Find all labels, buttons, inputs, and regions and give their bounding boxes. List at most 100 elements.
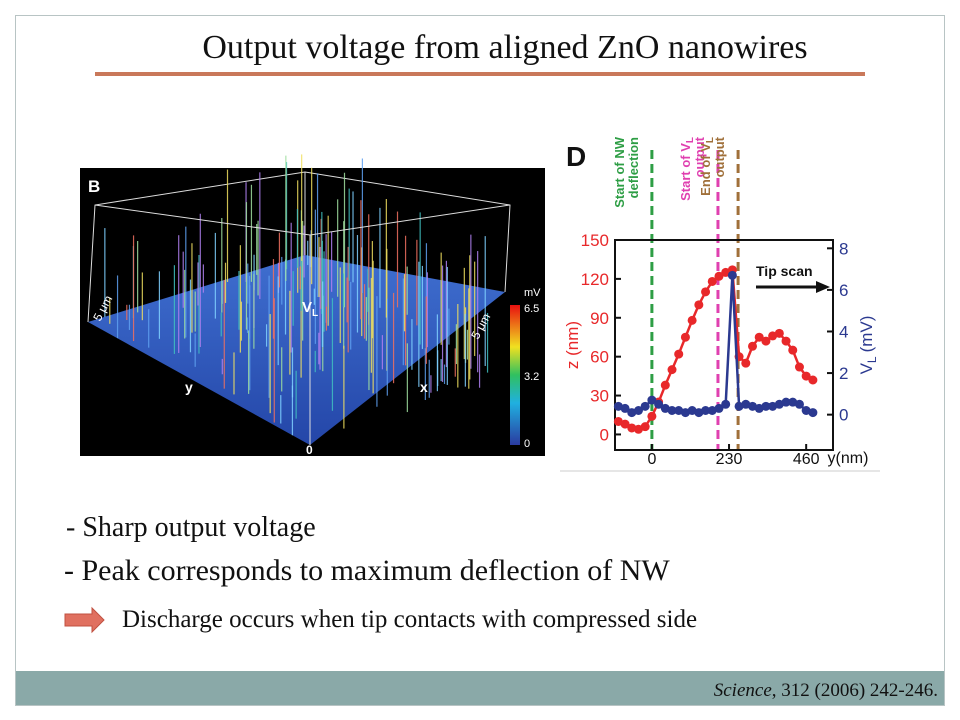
marker-label: Start of VL <box>678 137 696 201</box>
marker-label-sub: L <box>705 137 716 143</box>
data-point <box>794 399 804 409</box>
arrow-icon <box>64 606 105 634</box>
data-point <box>627 423 637 433</box>
marker-label: End of VL <box>698 137 716 196</box>
x-tick-label: 230 <box>716 451 743 468</box>
data-point <box>667 365 677 375</box>
x-tick-label: 0 <box>647 451 656 468</box>
data-point <box>680 332 690 342</box>
y2-tick-label: 4 <box>839 322 848 341</box>
data-point <box>761 401 771 411</box>
vl-main: V <box>302 299 312 316</box>
data-point <box>701 405 711 415</box>
data-point <box>761 336 771 346</box>
annotation: Tip scan <box>756 263 813 279</box>
marker-label-line: deflection <box>626 137 641 198</box>
data-point <box>647 411 657 421</box>
panel-label: B <box>88 177 100 196</box>
data-point <box>721 399 731 409</box>
data-point <box>714 271 724 281</box>
footer-band <box>16 671 944 705</box>
x-tick-label: 460 <box>793 451 820 468</box>
y2-label-sub: L <box>865 356 879 363</box>
bullet: - Sharp output voltage <box>66 512 316 543</box>
marker-label-sub: L <box>685 137 696 143</box>
y2-tick-label: 6 <box>839 281 848 300</box>
data-point <box>674 349 684 359</box>
colorbar-unit: mV <box>524 287 541 299</box>
data-point <box>647 395 657 405</box>
data-point <box>640 422 650 432</box>
data-point <box>781 336 791 346</box>
y2-tick-label: 2 <box>839 364 848 383</box>
vl-sub: L <box>312 308 318 319</box>
y2-tick-label: 0 <box>839 406 848 425</box>
y-axis-label: z (nm) <box>563 321 582 369</box>
slide-title: Output voltage from aligned ZnO nanowire… <box>202 29 807 66</box>
marker-label-line: End of V <box>698 143 713 196</box>
axis-label: y <box>185 379 193 395</box>
y-tick-label: 30 <box>590 387 609 406</box>
note: Discharge occurs when tip contacts with … <box>122 606 697 633</box>
marker-label: output <box>692 136 707 177</box>
data-point <box>774 328 784 338</box>
data-point <box>794 362 804 372</box>
data-point <box>654 399 664 409</box>
colorbar <box>510 305 520 445</box>
data-point <box>620 403 630 413</box>
colorbar-tick: 0 <box>524 438 530 450</box>
data-point <box>748 341 758 351</box>
data-point <box>808 408 818 418</box>
data-point <box>660 380 670 390</box>
figure-d: D z (nm) VL(mV) y(nm) Tip scan Start of … <box>548 130 880 472</box>
y-tick-label: 90 <box>590 309 609 328</box>
marker-label: deflection <box>626 137 641 198</box>
marker-label-line: Start of V <box>678 143 693 201</box>
citation-journal: Science <box>714 680 772 701</box>
data-point <box>727 270 737 280</box>
data-point <box>788 345 798 355</box>
y-tick-label: 0 <box>600 425 609 444</box>
data-point <box>687 315 697 325</box>
citation: Science, 312 (2006) 242-246. <box>714 680 938 701</box>
vl-label: VL <box>302 299 318 319</box>
y-tick-label: 120 <box>581 270 609 289</box>
data-point <box>808 375 818 385</box>
y2-label-main: V <box>857 362 876 374</box>
figure-d-background <box>548 130 880 472</box>
colorbar-tick: 6.5 <box>524 303 539 315</box>
data-point <box>694 300 704 310</box>
data-point <box>620 419 630 429</box>
annotation-arrowhead <box>816 281 830 293</box>
y2-axis-label: VL (mV) <box>857 316 879 375</box>
marker-label-line: output <box>712 136 727 177</box>
colorbar-tick: 3.2 <box>524 371 539 383</box>
data-point <box>640 401 650 411</box>
data-point <box>801 371 811 381</box>
citation-rest: , 312 (2006) 242-246. <box>772 680 938 701</box>
data-point <box>741 358 751 368</box>
data-point <box>667 405 677 415</box>
slide-border <box>15 15 945 706</box>
data-point <box>707 276 717 286</box>
marker-label-line: Start of NW <box>612 136 627 208</box>
bullet: - Peak corresponds to maximum deflection… <box>64 554 670 587</box>
marker-label: output <box>712 136 727 177</box>
data-point <box>701 287 711 297</box>
y2-label-unit: (mV) <box>857 316 876 353</box>
y-tick-label: 150 <box>581 231 609 250</box>
data-point <box>754 332 764 342</box>
y-tick-label: 60 <box>590 348 609 367</box>
plot-frame <box>614 239 834 451</box>
base-label: 0 <box>306 443 313 457</box>
data-point <box>714 403 724 413</box>
title-rule <box>95 72 865 76</box>
axis-label: x <box>420 379 428 395</box>
y2-tick-label: 8 <box>839 239 848 258</box>
marker-label-line: output <box>692 136 707 177</box>
panel-label: D <box>566 141 586 172</box>
x-axis-label: y(nm) <box>828 450 869 467</box>
figure-b: B 5 μm y 5 μm x VL 0 mV 6.5 3.2 0 <box>80 154 545 457</box>
marker-label: Start of NW <box>612 136 627 208</box>
